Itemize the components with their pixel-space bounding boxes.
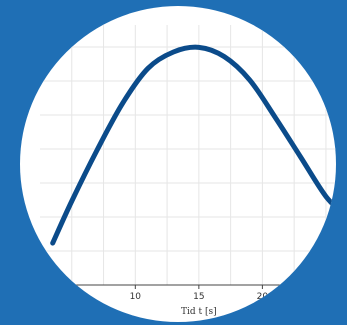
x-axis-label: Tid t [s] [181, 307, 217, 317]
x-tick-label: 15 [193, 292, 204, 302]
plot-area: 10 15 20 Tid t [s] [40, 25, 336, 317]
x-tick-label: 20 [257, 292, 269, 302]
chart-circle-background [20, 6, 336, 322]
series-line-0 [50, 44, 336, 246]
x-tick-label: 10 [130, 292, 142, 302]
